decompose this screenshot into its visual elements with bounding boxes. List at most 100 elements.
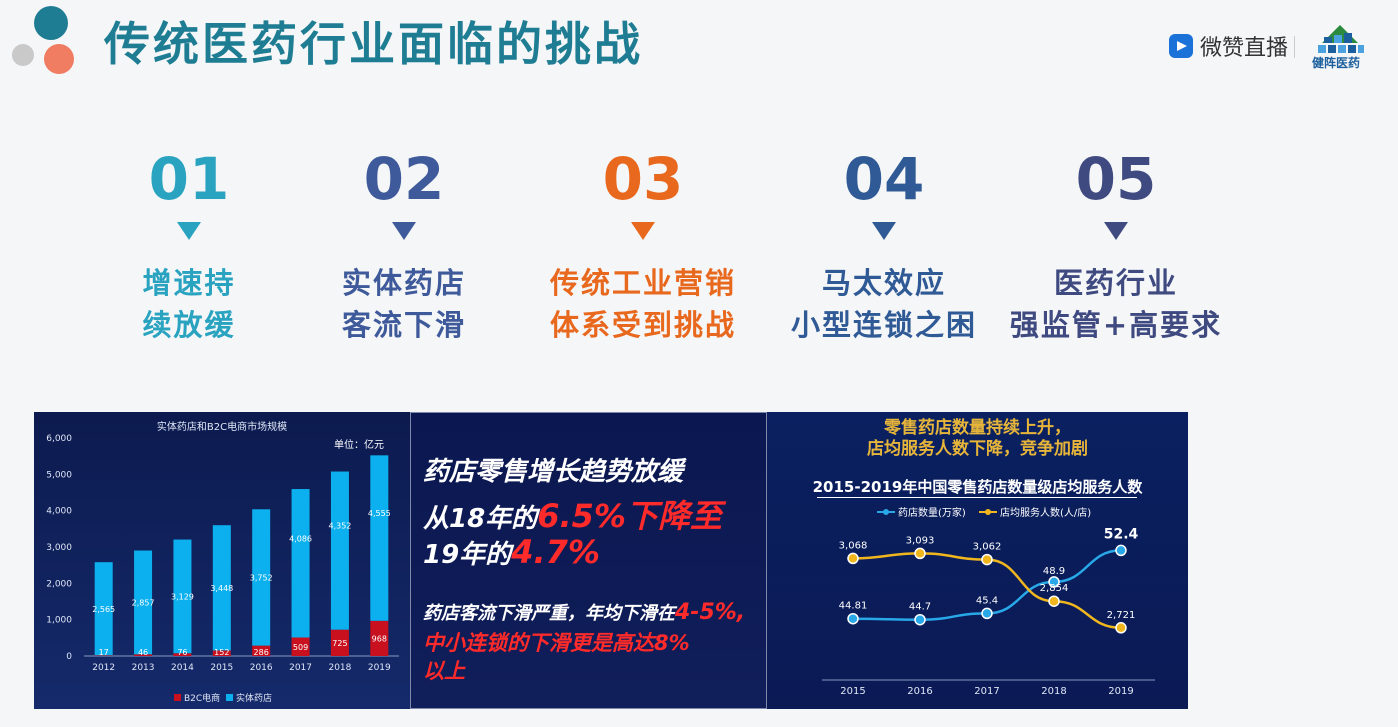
store-trend-headline: 零售药店数量持续上升， 店均服务人数下降，竞争加剧 — [767, 418, 1188, 460]
service-people-point — [847, 552, 859, 565]
bar-b2c-label: 509 — [293, 643, 308, 652]
store-count-label: 45.4 — [976, 595, 998, 606]
slowdown-text: 19年的 — [423, 540, 512, 570]
bar-b2c — [134, 654, 153, 656]
bar-physical — [330, 471, 349, 630]
triangle-down-icon — [177, 222, 201, 240]
x-tick-label: 2013 — [132, 663, 155, 673]
challenge-line: 医药行业 — [1053, 266, 1178, 300]
challenge-line: 续放缓 — [142, 308, 236, 342]
store-count-label: 52.4 — [1104, 526, 1139, 542]
service-people-label: 3,068 — [839, 540, 868, 551]
bar-b2c — [291, 637, 310, 656]
legend-label: B2C电商 — [184, 692, 220, 704]
challenge-4: 04 马太效应 小型连锁之困 — [764, 150, 1004, 346]
bar-b2c-label: 76 — [177, 648, 187, 657]
slowdown-line-3: 19年的4.7% — [423, 533, 600, 571]
store-count-label: 48.9 — [1043, 566, 1065, 577]
slowdown-headline: 药店零售增长趋势放缓 — [423, 457, 684, 487]
bar-physical — [370, 455, 389, 621]
challenge-text: 传统工业营销 体系受到挑战 — [523, 262, 763, 346]
store-count-chart-panel: 零售药店数量持续上升， 店均服务人数下降，竞争加剧 2015-2019年中国零售… — [767, 412, 1188, 709]
store-count-label: 44.81 — [839, 601, 868, 612]
bar-b2c-label: 968 — [372, 634, 387, 643]
bar-physical-label: 4,086 — [289, 534, 312, 543]
bar-physical-label: 3,129 — [171, 592, 194, 601]
service-people-point — [981, 553, 993, 566]
traffic-line-2: 中小连锁的下滑更是高达8% — [423, 631, 690, 655]
store-count-line-chart: 药店数量(万家) 店均服务人数(人/店) 44.81 44.7 45.4 48.9 52.4… — [822, 506, 1155, 697]
bar-physical — [94, 562, 113, 656]
x-tick-label: 2016 — [250, 663, 273, 673]
service-people-label: 3,062 — [973, 542, 1002, 553]
bar-b2c — [212, 650, 231, 656]
bar-b2c — [370, 620, 389, 656]
bar-physical-label: 2,857 — [132, 598, 155, 607]
headline-line: 店均服务人数下降，竞争加剧 — [867, 439, 1088, 459]
bar-physical — [291, 489, 310, 638]
service-people-point — [1048, 595, 1060, 607]
store-count-point — [1048, 576, 1060, 588]
challenge-number: 05 — [1075, 145, 1157, 213]
x-tick-label: 2018 — [1041, 686, 1066, 697]
challenge-line: 客流下滑 — [341, 308, 466, 342]
legend-label: 店均服务人数(人/店) — [1000, 506, 1091, 519]
bar-b2c-label: 152 — [214, 648, 229, 657]
x-tick-label: 2017 — [289, 663, 312, 673]
slowdown-highlight: 4.7% — [511, 533, 600, 571]
challenge-number: 03 — [602, 145, 684, 213]
challenge-line: 实体药店 — [341, 266, 466, 300]
challenge-text: 增速持 续放缓 — [69, 262, 309, 346]
triangle-down-icon — [1104, 222, 1128, 240]
x-tick-label: 2016 — [907, 686, 932, 697]
x-tick-label: 2012 — [92, 663, 115, 673]
legend-label: 药店数量(万家) — [898, 506, 966, 519]
bar-physical-label: 2,565 — [92, 605, 115, 614]
bar-b2c-label: 286 — [254, 648, 269, 657]
service-people-label: 2,721 — [1107, 610, 1136, 621]
traffic-line-1: 药店客流下滑严重，年均下滑在4-5%, — [423, 599, 745, 625]
challenge-number: 01 — [148, 145, 230, 213]
market-size-chart-panel: 实体药店和B2C电商市场规模 单位：亿元 0 1,000 2,000 3,000 4,000… — [34, 412, 410, 709]
bar-b2c-label: 725 — [332, 639, 347, 648]
bar-b2c — [330, 629, 349, 656]
x-tick-label: 2019 — [1108, 686, 1133, 697]
store-count-point — [981, 607, 993, 620]
challenge-3: 03 传统工业营销 体系受到挑战 — [523, 150, 763, 346]
headline-line: 零售药店数量持续上升， — [884, 418, 1071, 438]
service-people-point — [914, 547, 926, 560]
legend-marker — [985, 509, 991, 515]
title-underline — [817, 497, 1137, 498]
bar-physical — [173, 539, 192, 654]
store-count-label: 44.7 — [909, 602, 931, 613]
bar-physical — [252, 509, 271, 646]
y-tick-label: 5,000 — [46, 470, 72, 480]
bar-physical — [134, 550, 153, 655]
service-people-point — [1115, 622, 1127, 634]
x-tick-label: 2015 — [840, 686, 865, 697]
bar-b2c — [94, 655, 113, 656]
bar-physical-label: 4,555 — [368, 509, 391, 518]
x-tick-label: 2014 — [171, 663, 194, 673]
unit-label: 单位：亿元 — [334, 438, 384, 451]
x-tick-label: 2017 — [974, 686, 999, 697]
x-tick-label: 2019 — [368, 663, 391, 673]
y-tick-label: 0 — [66, 652, 72, 662]
challenge-1: 01 增速持 续放缓 — [69, 150, 309, 346]
challenge-2: 02 实体药店 客流下滑 — [284, 150, 524, 346]
legend-marker — [883, 509, 889, 515]
legend-label: 实体药店 — [236, 692, 272, 704]
slowdown-text: 从18年的 — [423, 504, 538, 534]
brand-logo: 微赞直播 — [1168, 30, 1288, 62]
challenge-line: 强监管+高要求 — [1009, 308, 1223, 342]
bar-b2c — [173, 653, 192, 656]
line-chart-title: 2015-2019年中国零售药店数量级店均服务人数 — [812, 478, 1143, 496]
triangle-down-icon — [392, 222, 416, 240]
store-count-point — [847, 612, 859, 625]
bar-physical-label: 4,352 — [328, 522, 351, 531]
challenge-text: 马太效应 小型连锁之困 — [764, 262, 1004, 346]
challenge-line: 小型连锁之困 — [790, 308, 977, 342]
y-tick-label: 2,000 — [46, 579, 72, 589]
